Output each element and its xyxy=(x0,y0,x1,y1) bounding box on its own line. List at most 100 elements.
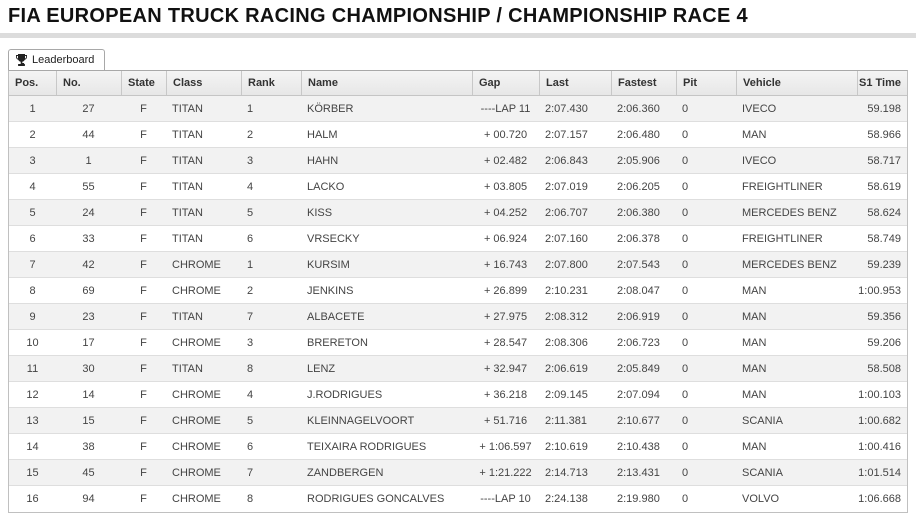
cell-no: 23 xyxy=(82,311,95,323)
cell-last: 2:08.312 xyxy=(545,311,588,323)
cell-pit: 0 xyxy=(682,285,689,297)
column-header-fastest: Fastest xyxy=(611,71,676,95)
cell-last: 2:07.800 xyxy=(545,259,588,271)
cell-s1-time: 58.619 xyxy=(867,181,901,193)
cell-rank: 6 xyxy=(247,233,254,245)
cell-fastest: 2:10.677 xyxy=(617,415,660,427)
column-header-class: Class xyxy=(166,71,241,95)
page-title: FIA EUROPEAN TRUCK RACING CHAMPIONSHIP /… xyxy=(8,5,748,27)
cell-class: CHROME xyxy=(172,389,221,401)
cell-pit: 0 xyxy=(682,259,689,271)
column-header-no: No. xyxy=(56,71,121,95)
cell-rank: 1 xyxy=(247,259,254,271)
cell-pit: 0 xyxy=(682,389,689,401)
cell-gap: + 26.899 xyxy=(483,285,528,297)
cell-last: 2:14.713 xyxy=(545,467,588,479)
cell-pos: 1 xyxy=(29,103,36,115)
cell-name: KÖRBER xyxy=(307,103,354,115)
cell-last: 2:07.430 xyxy=(545,103,588,115)
cell-name: J.RODRIGUES xyxy=(307,389,383,401)
cell-fastest: 2:06.723 xyxy=(617,337,660,349)
cell-rank: 4 xyxy=(247,389,254,401)
cell-class: TITAN xyxy=(172,155,203,167)
cell-gap: + 06.924 xyxy=(483,233,528,245)
cell-name: KLEINNAGELVOORT xyxy=(307,415,415,427)
cell-pit: 0 xyxy=(682,233,689,245)
cell-name: RODRIGUES GONCALVES xyxy=(307,493,445,505)
cell-vehicle: MAN xyxy=(742,311,767,323)
table-row: 8 69 F CHROME 2 JENKINS + 26.899 2:10.231 2:08.0… xyxy=(9,278,907,304)
cell-class: CHROME xyxy=(172,259,221,271)
table-row: 14 38 F CHROME 6 TEIXAIRA RODRIGUES + 1:06.597… xyxy=(9,434,907,460)
cell-pos: 13 xyxy=(26,415,39,427)
cell-rank: 1 xyxy=(247,103,254,115)
cell-pit: 0 xyxy=(682,467,689,479)
cell-last: 2:24.138 xyxy=(545,493,588,505)
cell-rank: 2 xyxy=(247,285,254,297)
cell-pos: 4 xyxy=(29,181,36,193)
cell-no: 1 xyxy=(85,155,92,167)
table-row: 6 33 F TITAN 6 VRSECKY + 06.924 2:07.160 2:06.37… xyxy=(9,226,907,252)
column-header-gap: Gap xyxy=(472,71,539,95)
cell-vehicle: MAN xyxy=(742,337,767,349)
cell-pit: 0 xyxy=(682,103,689,115)
cell-last: 2:07.019 xyxy=(545,181,588,193)
cell-last: 2:09.145 xyxy=(545,389,588,401)
cell-rank: 4 xyxy=(247,181,254,193)
cell-state: F xyxy=(140,285,147,297)
cell-pos: 3 xyxy=(29,155,36,167)
cell-fastest: 2:06.919 xyxy=(617,311,660,323)
cell-no: 42 xyxy=(82,259,95,271)
divider-band xyxy=(0,33,916,38)
cell-gap: ----LAP 10 xyxy=(480,493,531,505)
cell-s1-time: 59.239 xyxy=(867,259,901,271)
cell-pos: 12 xyxy=(26,389,39,401)
cell-last: 2:06.707 xyxy=(545,207,588,219)
tab-leaderboard[interactable]: Leaderboard xyxy=(8,49,106,70)
cell-fastest: 2:05.849 xyxy=(617,363,660,375)
column-header-last: Last xyxy=(539,71,611,95)
cell-no: 17 xyxy=(82,337,95,349)
column-header-s1-time: S1 Time xyxy=(857,71,907,95)
cell-last: 2:10.619 xyxy=(545,441,588,453)
cell-class: CHROME xyxy=(172,441,221,453)
cell-last: 2:06.619 xyxy=(545,363,588,375)
cell-s1-time: 59.356 xyxy=(867,311,901,323)
cell-no: 15 xyxy=(82,415,95,427)
cell-fastest: 2:10.438 xyxy=(617,441,660,453)
cell-s1-time: 1:00.103 xyxy=(858,389,901,401)
cell-pit: 0 xyxy=(682,129,689,141)
cell-fastest: 2:13.431 xyxy=(617,467,660,479)
cell-s1-time: 1:01.514 xyxy=(858,467,901,479)
cell-vehicle: MERCEDES BENZ xyxy=(742,207,837,219)
cell-name: JENKINS xyxy=(307,285,354,297)
cell-vehicle: MAN xyxy=(742,441,767,453)
table-row: 10 17 F CHROME 3 BRERETON + 28.547 2:08.306 2:06… xyxy=(9,330,907,356)
cell-no: 55 xyxy=(82,181,95,193)
cell-vehicle: MAN xyxy=(742,363,767,375)
cell-state: F xyxy=(140,259,147,271)
cell-no: 38 xyxy=(82,441,95,453)
cell-class: TITAN xyxy=(172,311,203,323)
cell-name: LENZ xyxy=(307,363,336,375)
cell-name: VRSECKY xyxy=(307,233,360,245)
cell-rank: 5 xyxy=(247,415,254,427)
cell-state: F xyxy=(140,155,147,167)
column-header-pit: Pit xyxy=(676,71,736,95)
cell-class: TITAN xyxy=(172,233,203,245)
cell-pos: 6 xyxy=(29,233,36,245)
cell-fastest: 2:06.205 xyxy=(617,181,660,193)
table-row: 3 1 F TITAN 3 HAHN + 02.482 2:06.843 2:05.906 0 IV… xyxy=(9,148,907,174)
cell-gap: + 32.947 xyxy=(483,363,528,375)
cell-class: TITAN xyxy=(172,207,203,219)
cell-fastest: 2:06.380 xyxy=(617,207,660,219)
cell-last: 2:07.157 xyxy=(545,129,588,141)
cell-vehicle: SCANIA xyxy=(742,415,783,427)
cell-class: CHROME xyxy=(172,415,221,427)
cell-gap: + 02.482 xyxy=(483,155,528,167)
table-row: 12 14 F CHROME 4 J.RODRIGUES + 36.218 2:09.145 2… xyxy=(9,382,907,408)
cell-gap: + 51.716 xyxy=(483,415,528,427)
cell-fastest: 2:07.543 xyxy=(617,259,660,271)
cell-name: BRERETON xyxy=(307,337,368,349)
cell-vehicle: FREIGHTLINER xyxy=(742,233,823,245)
